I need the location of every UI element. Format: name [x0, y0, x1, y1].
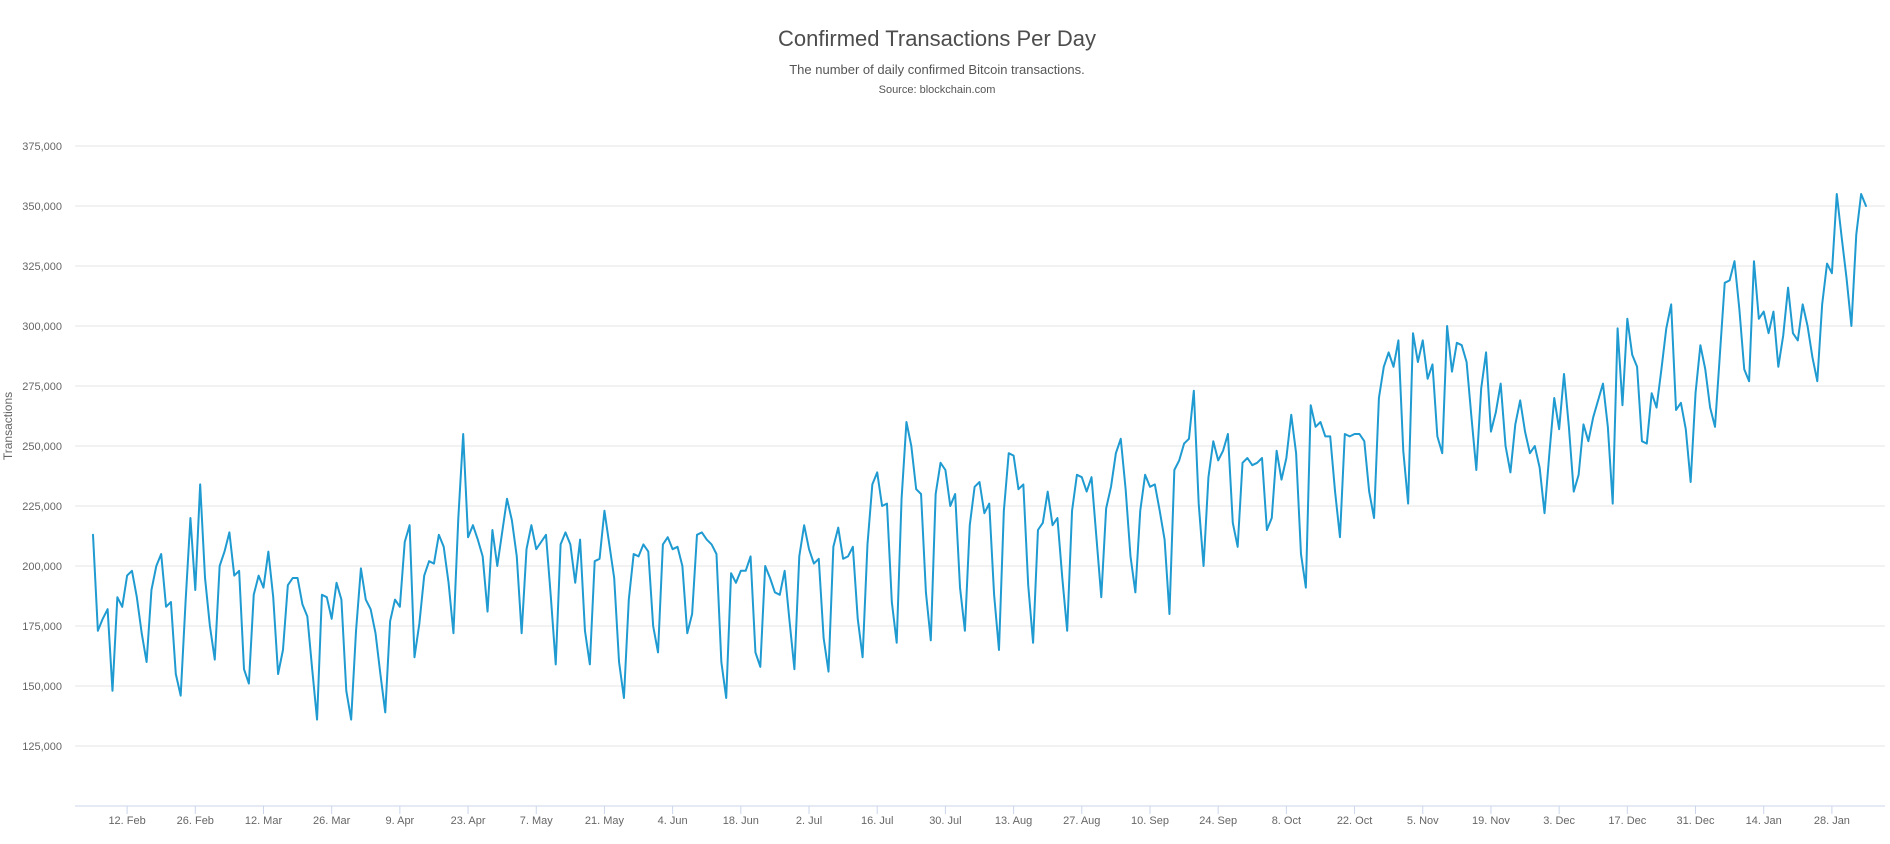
x-tick-label: 22. Oct — [1337, 815, 1372, 827]
x-tick-label: 23. Apr — [451, 815, 486, 827]
x-tick-label: 28. Jan — [1814, 815, 1850, 827]
x-tick-label: 3. Dec — [1543, 815, 1575, 827]
x-tick-label: 26. Feb — [177, 815, 214, 827]
y-tick-label: 250,000 — [22, 441, 62, 453]
x-tick-label: 13. Aug — [995, 815, 1032, 827]
chart-subtitle: The number of daily confirmed Bitcoin tr… — [789, 62, 1085, 77]
y-tick-label: 125,000 — [22, 741, 62, 753]
x-tick-label: 12. Mar — [245, 815, 283, 827]
x-tick-label: 9. Apr — [385, 815, 414, 827]
x-tick-label: 4. Jun — [658, 815, 688, 827]
y-axis-title: Transactions — [1, 392, 15, 460]
series-group — [92, 193, 1867, 721]
series-line — [92, 193, 1867, 721]
x-tick-label: 16. Jul — [861, 815, 893, 827]
x-tick-label: 30. Jul — [929, 815, 961, 827]
y-tick-label: 300,000 — [22, 321, 62, 333]
grid-lines — [75, 145, 1885, 747]
y-tick-label: 200,000 — [22, 561, 62, 573]
y-tick-label: 175,000 — [22, 621, 62, 633]
x-tick-label: 8. Oct — [1272, 815, 1301, 827]
x-tick-label: 18. Jun — [723, 815, 759, 827]
x-tick-label: 24. Sep — [1199, 815, 1237, 827]
x-tick-label: 27. Aug — [1063, 815, 1100, 827]
y-tick-label: 350,000 — [22, 201, 62, 213]
x-axis-ticks: 12. Feb 26. Feb 12. Mar 26. Mar 9. Apr 23. Ap… — [108, 806, 1850, 827]
x-tick-label: 10. Sep — [1131, 815, 1169, 827]
y-axis-tick-labels: 125,000 150,000 175,000 200,000 225,000 250,0… — [22, 141, 62, 753]
chart-source: Source: blockchain.com — [878, 84, 996, 96]
x-tick-label: 26. Mar — [313, 815, 351, 827]
x-tick-label: 14. Jan — [1746, 815, 1782, 827]
y-tick-label: 275,000 — [22, 381, 62, 393]
y-tick-label: 375,000 — [22, 141, 62, 153]
x-tick-label: 12. Feb — [108, 815, 145, 827]
y-tick-label: 150,000 — [22, 681, 62, 693]
chart-title: Confirmed Transactions Per Day — [778, 26, 1096, 51]
x-tick-label: 19. Nov — [1472, 815, 1510, 827]
x-tick-label: 2. Jul — [796, 815, 822, 827]
y-tick-label: 325,000 — [22, 261, 62, 273]
x-tick-label: 5. Nov — [1407, 815, 1439, 827]
x-tick-label: 17. Dec — [1608, 815, 1646, 827]
x-tick-label: 7. May — [520, 815, 554, 827]
x-tick-label: 21. May — [585, 815, 625, 827]
x-tick-label: 31. Dec — [1677, 815, 1715, 827]
y-tick-label: 225,000 — [22, 501, 62, 513]
